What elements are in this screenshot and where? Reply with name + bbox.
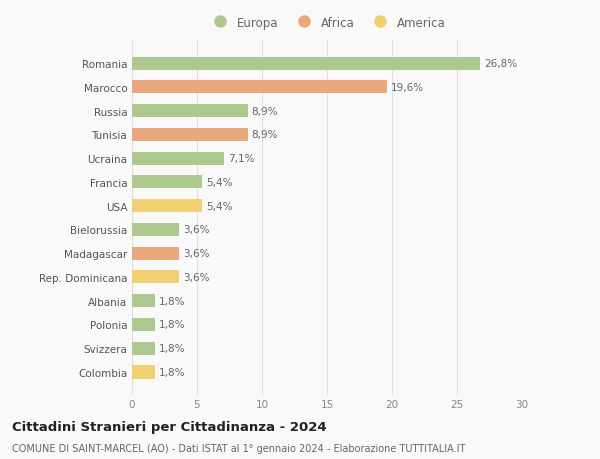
Bar [132,318,155,331]
Bar [132,129,248,141]
Text: 19,6%: 19,6% [391,83,424,93]
Bar [132,224,179,236]
Bar [132,247,179,260]
Text: 3,6%: 3,6% [182,272,209,282]
Text: Cittadini Stranieri per Cittadinanza - 2024: Cittadini Stranieri per Cittadinanza - 2… [12,420,326,433]
Text: 7,1%: 7,1% [228,154,254,164]
Bar [132,342,155,355]
Text: 1,8%: 1,8% [160,320,186,330]
Text: 5,4%: 5,4% [206,178,233,187]
Bar [132,176,202,189]
Bar [132,200,202,213]
Legend: Europa, Africa, America: Europa, Africa, America [203,12,451,34]
Text: 3,6%: 3,6% [182,249,209,258]
Text: 5,4%: 5,4% [206,201,233,211]
Bar [132,105,248,118]
Text: 8,9%: 8,9% [251,106,278,116]
Text: 1,8%: 1,8% [160,296,186,306]
Text: 8,9%: 8,9% [251,130,278,140]
Bar [132,81,387,94]
Text: 26,8%: 26,8% [484,59,517,69]
Text: COMUNE DI SAINT-MARCEL (AO) - Dati ISTAT al 1° gennaio 2024 - Elaborazione TUTTI: COMUNE DI SAINT-MARCEL (AO) - Dati ISTAT… [12,443,466,453]
Bar [132,271,179,284]
Text: 1,8%: 1,8% [160,367,186,377]
Bar [132,366,155,379]
Bar [132,152,224,165]
Bar [132,57,481,70]
Text: 3,6%: 3,6% [182,225,209,235]
Bar [132,295,155,308]
Text: 1,8%: 1,8% [160,343,186,353]
